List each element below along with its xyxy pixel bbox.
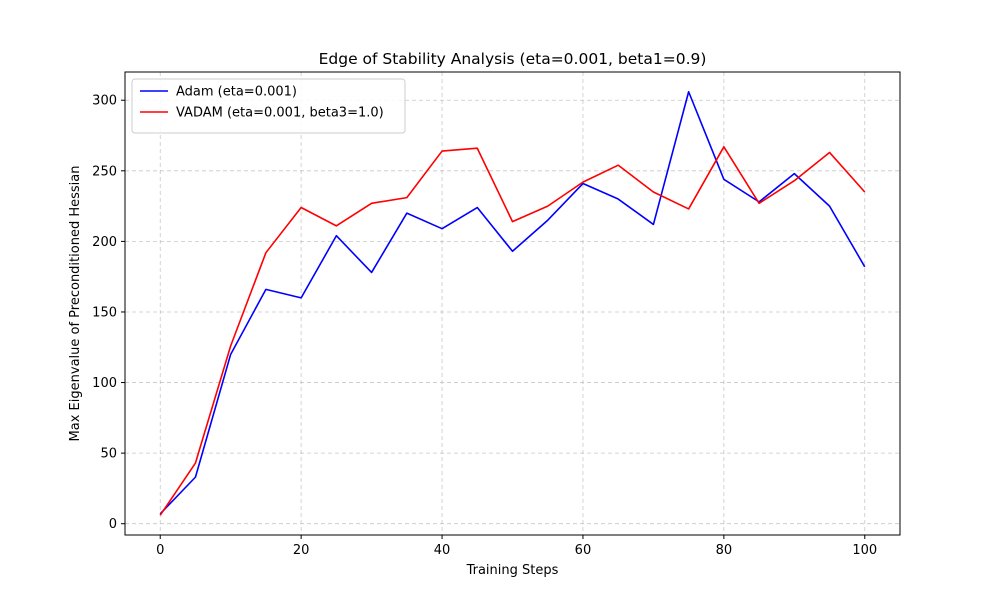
legend: Adam (eta=0.001) VADAM (eta=0.001, beta3=… [131, 78, 406, 134]
y-tick-label: 100 [92, 376, 117, 391]
x-tick-label: 40 [434, 543, 451, 558]
series-layer [159, 90, 866, 516]
x-tick-label: 20 [293, 543, 310, 558]
x-axis-label: Training Steps [466, 563, 559, 578]
series-line-vadam [159, 146, 866, 516]
series-line-adam [159, 90, 866, 515]
y-tick-label: 50 [100, 447, 117, 462]
y-tick-label: 150 [92, 305, 117, 320]
y-axis-label: Max Eigenvalue of Preconditioned Hessian [68, 166, 83, 442]
y-tick-label: 300 [92, 94, 117, 109]
x-tick-label: 60 [575, 543, 592, 558]
plot-frame [124, 71, 901, 536]
x-tick-label: 100 [852, 543, 877, 558]
legend-label-vadam: VADAM (eta=0.001, beta3=1.0) [176, 106, 384, 121]
x-tick-label: 80 [716, 543, 733, 558]
y-tick-label: 250 [92, 164, 117, 179]
chart-title: Edge of Stability Analysis (eta=0.001, b… [319, 50, 707, 68]
legend-label-adam: Adam (eta=0.001) [176, 85, 297, 100]
y-tick-label: 0 [109, 517, 117, 532]
legend-box [131, 78, 406, 134]
y-tick-label: 200 [92, 235, 117, 250]
grid-layer [125, 72, 900, 535]
ticks-layer: 0 20 40 60 80 100 0 50 100 150 200 250 300 [92, 94, 877, 558]
x-tick-label: 0 [156, 543, 164, 558]
